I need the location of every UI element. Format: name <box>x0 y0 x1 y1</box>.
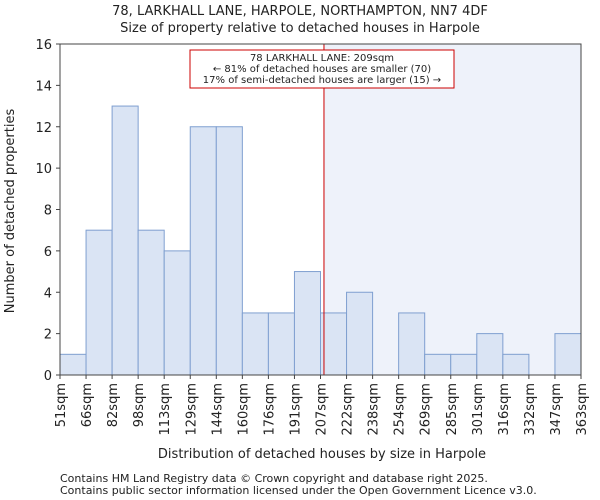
bar-160sqm <box>241 312 269 376</box>
bar-98sqm <box>137 229 165 376</box>
y-tick-label: 12 <box>35 121 52 136</box>
y-tick-label: 4 <box>44 286 52 301</box>
x-tick-label: 316sqm <box>497 383 512 436</box>
bar-347sqm <box>554 333 582 376</box>
chart-title: 78, LARKHALL LANE, HARPOLE, NORTHAMPTON,… <box>112 4 488 19</box>
bar-129sqm <box>189 126 217 376</box>
x-tick-label: 176sqm <box>262 383 277 436</box>
x-tick-label: 347sqm <box>549 383 564 436</box>
x-tick-label: 222sqm <box>341 383 356 436</box>
marker-annotation: 78 LARKHALL LANE: 209sqm ← 81% of detach… <box>189 49 455 89</box>
x-axis-label: Distribution of detached houses by size … <box>158 447 486 462</box>
y-tick-label: 16 <box>35 38 52 53</box>
bar-254sqm <box>398 312 426 376</box>
x-tick-label: 82sqm <box>106 383 121 427</box>
bar-51sqm <box>59 353 87 376</box>
y-tick-label: 14 <box>35 79 52 94</box>
bar-176sqm <box>267 312 295 376</box>
y-tick-label: 2 <box>44 328 52 343</box>
bar-316sqm <box>502 353 530 376</box>
x-tick-label: 269sqm <box>419 383 434 436</box>
x-tick-label: 207sqm <box>315 383 330 436</box>
bar-66sqm <box>85 229 113 376</box>
x-tick-label: 144sqm <box>210 383 225 436</box>
y-axis-label: Number of detached properties <box>3 109 18 314</box>
annotation-line-1: 78 LARKHALL LANE: 209sqm <box>250 53 394 64</box>
x-tick-label: 238sqm <box>367 383 382 436</box>
bar-82sqm <box>111 105 139 376</box>
y-tick-label: 6 <box>44 245 52 260</box>
x-tick-label: 51sqm <box>54 383 69 427</box>
footer-line-1: Contains HM Land Registry data © Crown c… <box>60 472 488 485</box>
x-tick-label: 160sqm <box>236 383 251 436</box>
bar-113sqm <box>163 250 191 376</box>
axis-layer: 0 2 4 6 8 10 12 14 16 51sqm 66sqm 82sqm 98sqm 113sqm 1… <box>35 38 590 436</box>
bar-191sqm <box>293 271 322 376</box>
bar-207sqm <box>320 312 348 376</box>
x-tick-label: 129sqm <box>184 383 199 436</box>
bar-285sqm <box>450 353 478 376</box>
x-tick-label: 113sqm <box>158 383 173 436</box>
bar-269sqm <box>424 353 452 376</box>
x-tick-label: 191sqm <box>288 383 303 436</box>
x-tick-label: 363sqm <box>575 383 590 436</box>
x-tick-label: 301sqm <box>471 383 486 436</box>
bar-222sqm <box>346 291 374 376</box>
footer-line-2: Contains public sector information licen… <box>60 484 537 497</box>
x-tick-label: 66sqm <box>80 383 95 427</box>
y-tick-label: 0 <box>44 369 52 384</box>
annotation-line-3: 17% of semi-detached houses are larger (… <box>203 75 441 86</box>
annotation-box <box>189 49 455 89</box>
bar-144sqm <box>215 126 243 376</box>
y-tick-label: 8 <box>44 204 52 219</box>
bar-layer <box>59 105 582 376</box>
chart-subtitle: Size of property relative to detached ho… <box>120 21 480 36</box>
x-tick-label: 285sqm <box>445 383 460 436</box>
bar-301sqm <box>476 333 504 376</box>
x-tick-label: 98sqm <box>132 383 147 427</box>
x-tick-label: 254sqm <box>393 383 408 436</box>
annotation-line-2: ← 81% of detached houses are smaller (70… <box>213 64 431 75</box>
y-tick-label: 10 <box>35 162 52 177</box>
x-tick-label: 332sqm <box>523 383 538 436</box>
